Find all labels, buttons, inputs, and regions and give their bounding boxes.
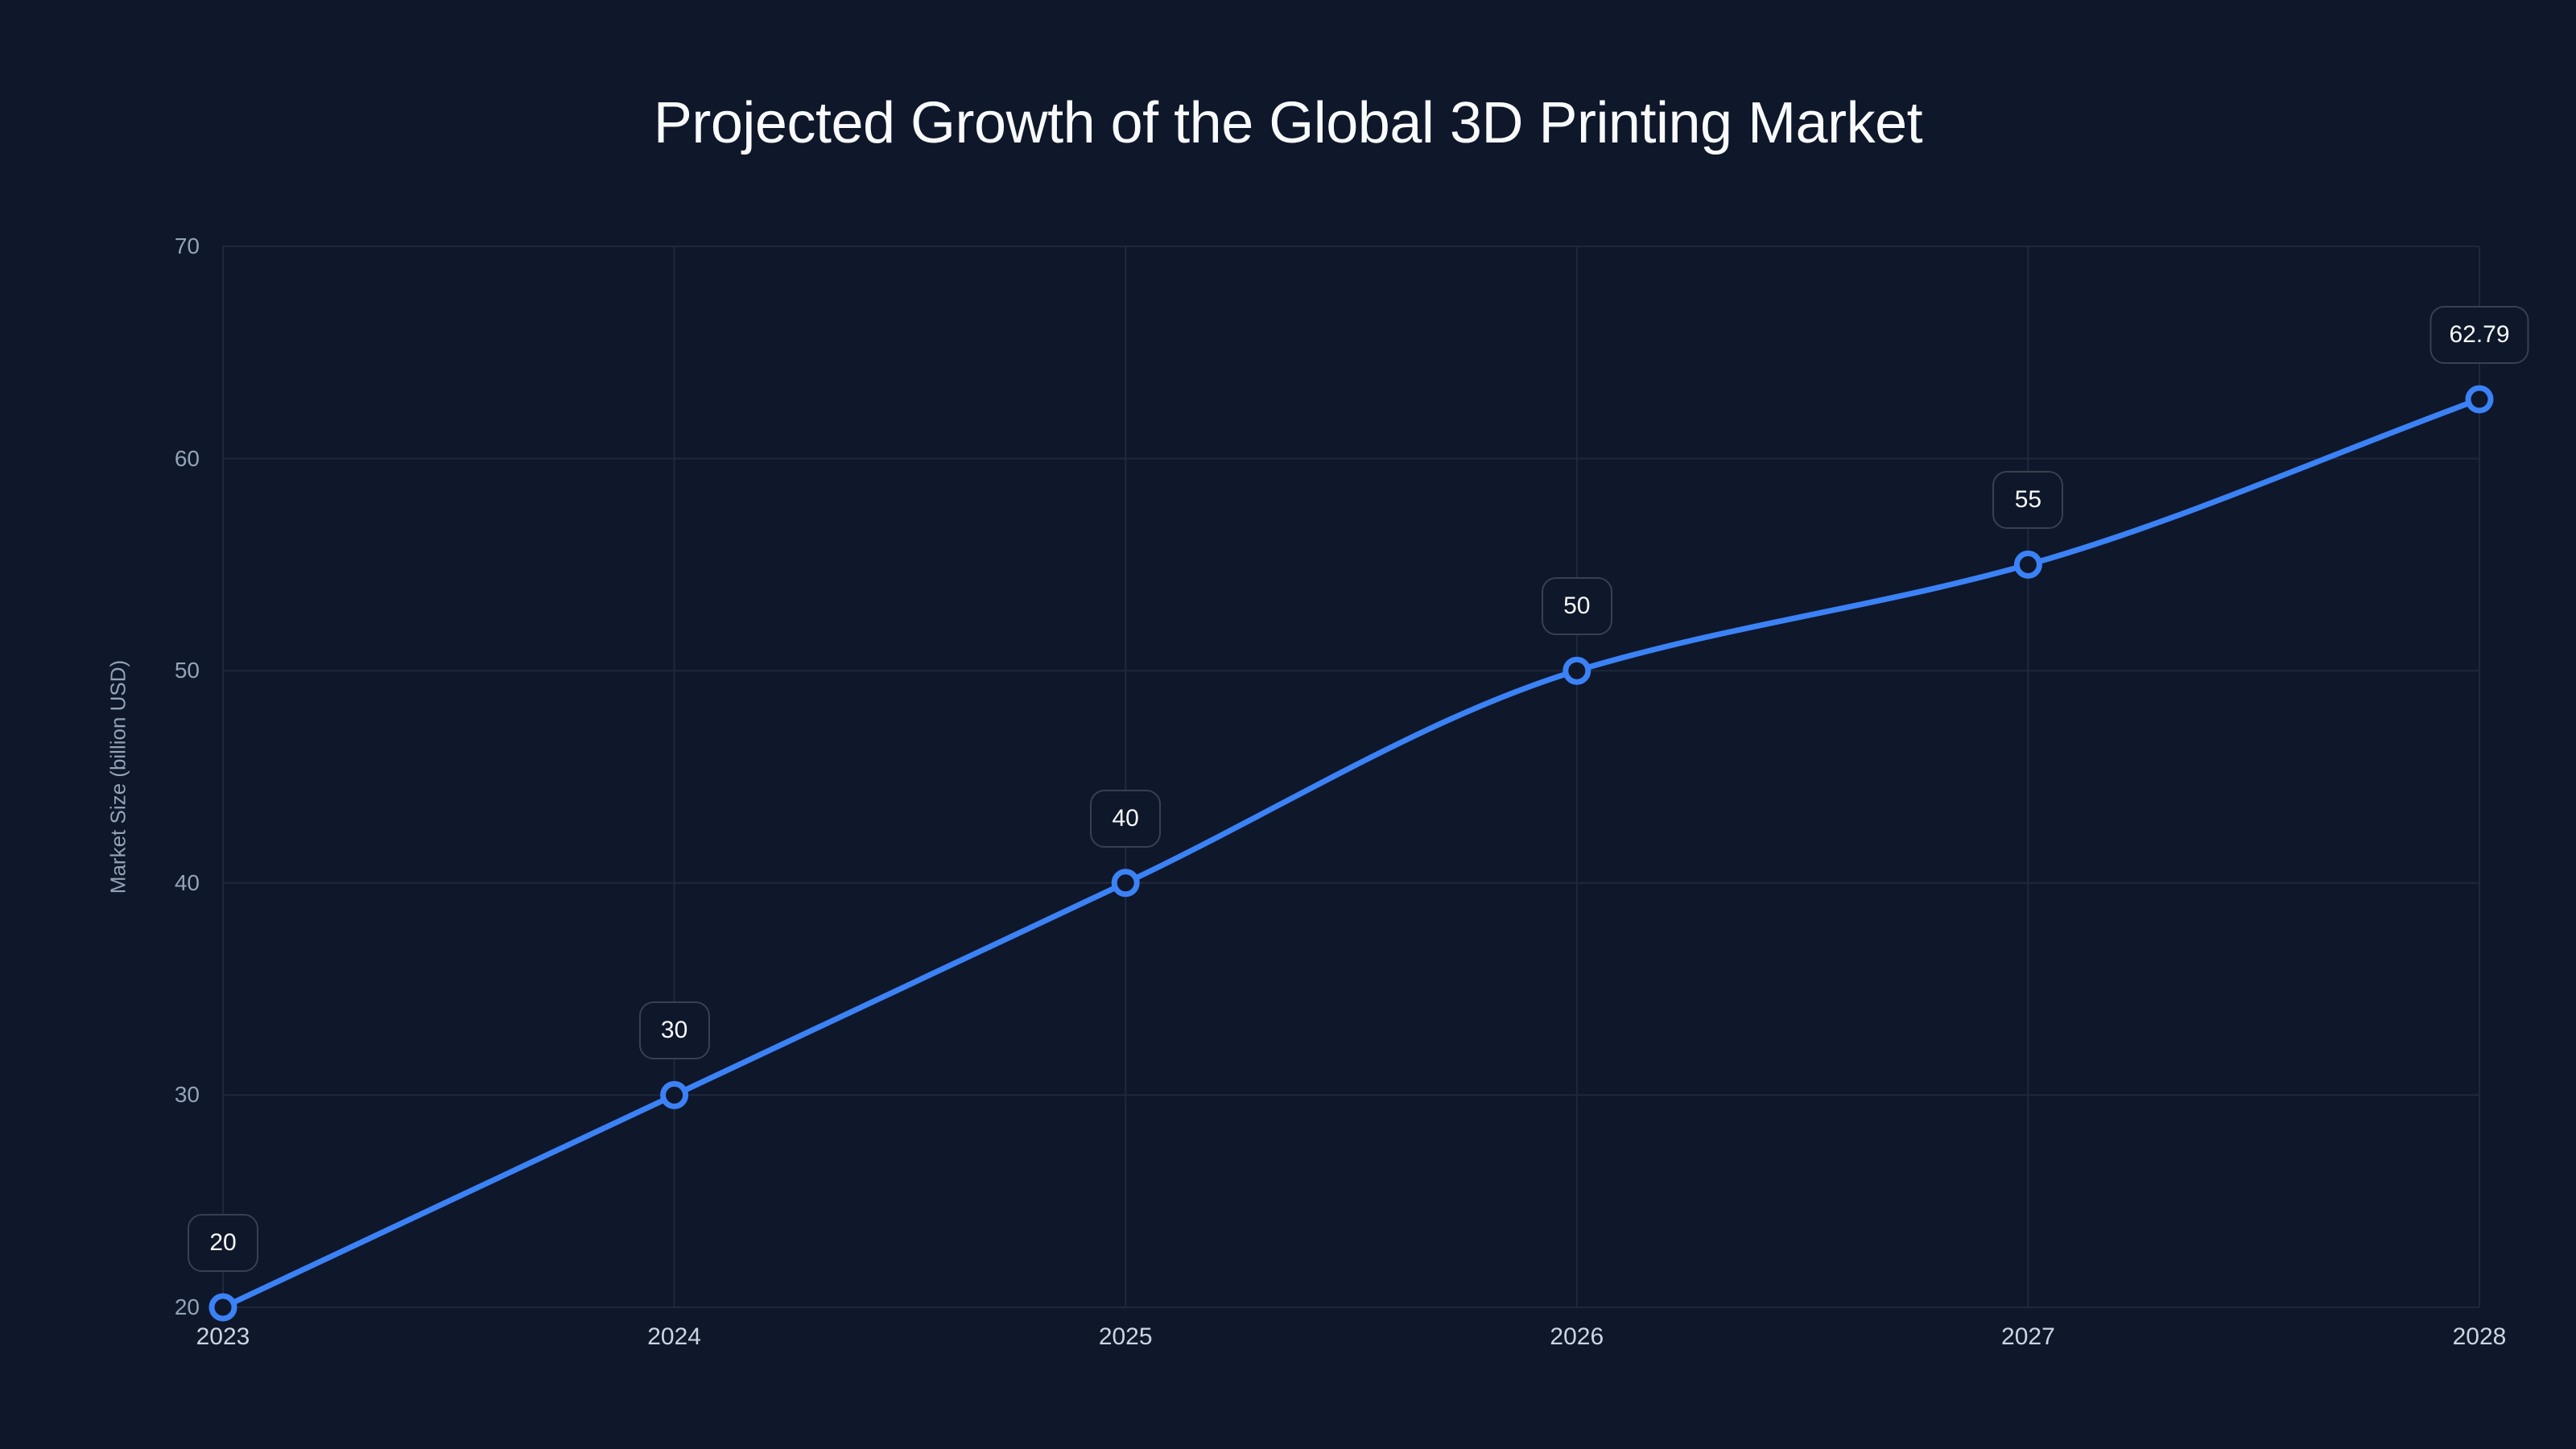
x-tick: 2025: [1098, 1323, 1153, 1350]
y-tick: 60: [174, 445, 200, 471]
data-point-marker: [208, 1293, 237, 1322]
data-point-marker: [2013, 550, 2042, 579]
x-tick: 2026: [1550, 1323, 1604, 1350]
x-tick: 2023: [196, 1323, 250, 1350]
y-tick: 20: [174, 1294, 200, 1319]
data-label: 20: [188, 1214, 258, 1272]
x-tick: 2024: [647, 1323, 701, 1350]
x-tick: 2028: [2452, 1323, 2507, 1350]
data-label: 62.79: [2429, 306, 2529, 365]
y-tick: 70: [174, 233, 200, 258]
data-label: 55: [1992, 471, 2064, 530]
data-point-marker: [1111, 869, 1140, 898]
y-tick: 30: [174, 1082, 200, 1108]
data-label: 50: [1541, 577, 1612, 636]
y-tick: 40: [174, 869, 200, 895]
data-point-marker: [660, 1080, 689, 1109]
data-label: 30: [638, 1001, 710, 1060]
chart-title: Projected Growth of the Global 3D Printi…: [653, 91, 1923, 155]
y-tick: 50: [174, 658, 200, 683]
y-axis-label: Market Size (billion USD): [105, 659, 130, 894]
data-point-marker: [2465, 385, 2494, 414]
grid-lines: [222, 246, 2480, 1308]
x-tick: 2027: [2001, 1323, 2055, 1350]
series-line: [220, 396, 2483, 1311]
data-point-marker: [1563, 656, 1591, 685]
data-label: 40: [1090, 789, 1162, 848]
data-markers: [208, 385, 2494, 1322]
